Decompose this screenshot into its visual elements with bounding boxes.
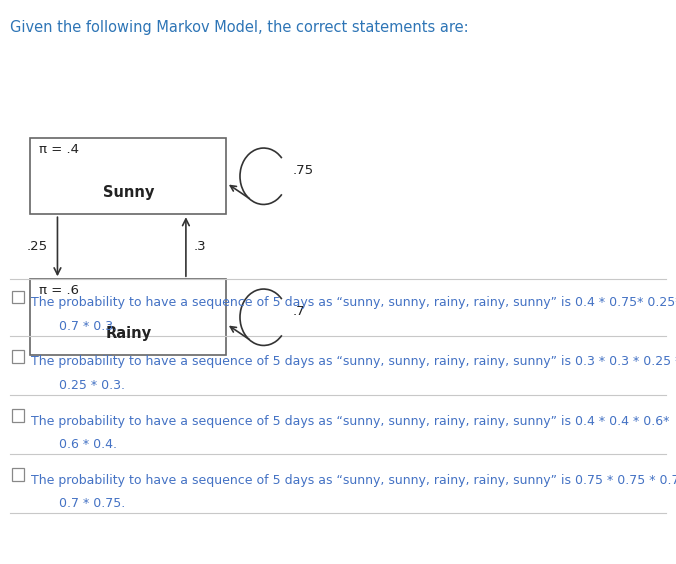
Bar	[12, 409, 24, 422]
Text: Sunny: Sunny	[103, 185, 154, 200]
Text: 0.7 * 0.3.: 0.7 * 0.3.	[59, 320, 118, 333]
Text: .7: .7	[293, 305, 306, 318]
Text: π = .6: π = .6	[39, 284, 78, 297]
Text: 0.25 * 0.3.: 0.25 * 0.3.	[59, 379, 126, 392]
Bar	[12, 468, 24, 481]
Text: π = .4: π = .4	[39, 143, 78, 156]
Text: The probability to have a sequence of 5 days as “sunny, sunny, rainy, rainy, sun: The probability to have a sequence of 5 …	[31, 296, 676, 309]
Text: Given the following Markov Model, the correct statements are:: Given the following Markov Model, the co…	[10, 20, 468, 35]
FancyBboxPatch shape	[30, 279, 226, 355]
FancyBboxPatch shape	[30, 138, 226, 214]
Text: .75: .75	[293, 164, 314, 177]
Text: 0.6 * 0.4.: 0.6 * 0.4.	[59, 438, 118, 451]
Text: Rainy: Rainy	[105, 326, 151, 341]
Text: The probability to have a sequence of 5 days as “sunny, sunny, rainy, rainy, sun: The probability to have a sequence of 5 …	[31, 415, 669, 428]
Bar	[12, 291, 24, 303]
Bar	[12, 350, 24, 363]
Text: The probability to have a sequence of 5 days as “sunny, sunny, rainy, rainy, sun: The probability to have a sequence of 5 …	[31, 355, 676, 368]
Text: 0.7 * 0.75.: 0.7 * 0.75.	[59, 497, 126, 510]
Text: The probability to have a sequence of 5 days as “sunny, sunny, rainy, rainy, sun: The probability to have a sequence of 5 …	[31, 474, 676, 487]
Text: .3: .3	[194, 240, 207, 253]
Text: .25: .25	[26, 240, 47, 253]
